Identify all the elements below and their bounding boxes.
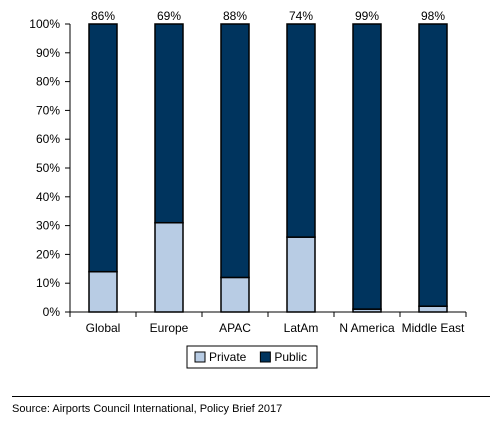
x-axis: Global Europe APAC LatAm N America Middle Eas… [69,311,467,335]
x-tick-label: APAC [219,321,251,335]
bar-public-apac [220,23,250,279]
y-tick-label: 100% [29,17,60,31]
stacked-bar-chart: 0% 10% 20% 30% 40% 50% 60% 70% 80% 90% 100% 86% 69%… [29,9,467,369]
y-tick-label: 20% [36,247,60,261]
legend-swatch-public [259,351,271,363]
bar-public-global [88,23,118,273]
bar-total-label: 98% [421,9,445,23]
y-tick-label: 40% [36,190,60,204]
y-tick-label: 50% [36,161,60,175]
x-tick-label: LatAm [284,321,319,335]
y-tick-label: 0% [43,305,61,319]
bar-total-label: 88% [223,9,247,23]
y-axis: 0% 10% 20% 30% 40% 50% 60% 70% 80% 90% 100% [29,17,71,319]
source-note: Source: Airports Council International, … [12,403,283,415]
legend-label-private: Private [209,350,247,364]
x-tick-label: N America [339,321,395,335]
bar-public-n-america [352,23,382,310]
source-divider [12,396,490,397]
bars [88,23,448,313]
x-tick-label: Europe [150,321,189,335]
y-tick-label: 10% [36,276,60,290]
bar-private-global [88,270,118,313]
legend-label-public: Public [274,350,307,364]
bar-private-apac [220,276,250,313]
bar-private-latam [286,236,316,313]
bar-private-europe [154,221,184,313]
legend-box [186,345,318,369]
y-tick-label: 60% [36,132,60,146]
bar-public-middle-east [418,23,448,307]
bar-public-latam [286,23,316,238]
bar-total-label: 99% [355,9,379,23]
bar-private-middle-east [418,305,448,313]
legend: Private Public [186,345,318,369]
bar-public-europe [154,23,184,224]
y-tick-label: 80% [36,75,60,89]
top-labels: 86% 69% 88% 74% 99% 98% [91,9,445,23]
x-tick-label: Global [86,321,121,335]
y-tick-label: 70% [36,103,60,117]
y-tick-label: 30% [36,219,60,233]
legend-swatch-private [194,351,206,363]
y-tick-label: 90% [36,46,60,60]
bar-total-label: 86% [91,9,115,23]
bar-total-label: 74% [289,9,313,23]
x-tick-label: Middle East [402,321,465,335]
bar-total-label: 69% [157,9,181,23]
